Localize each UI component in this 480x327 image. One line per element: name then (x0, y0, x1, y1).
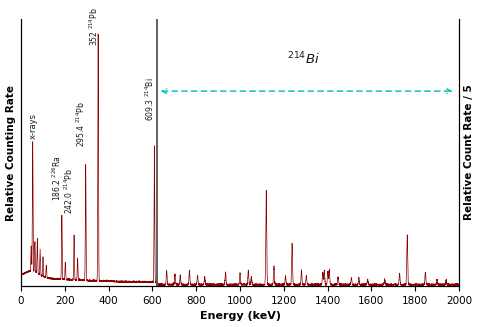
Text: 352 $^{214}$Pb: 352 $^{214}$Pb (87, 7, 100, 46)
Y-axis label: Relative Count Rate / 5: Relative Count Rate / 5 (465, 85, 474, 220)
Text: x-rays: x-rays (29, 113, 38, 139)
Y-axis label: Relative Counting Rate: Relative Counting Rate (6, 85, 15, 221)
Text: $^{214}$Bi: $^{214}$Bi (287, 50, 320, 67)
Text: 295.4 $^{214}$Pb: 295.4 $^{214}$Pb (75, 101, 87, 147)
Text: 186.2 $^{226}$Ra: 186.2 $^{226}$Ra (51, 155, 63, 201)
X-axis label: Energy (keV): Energy (keV) (200, 311, 280, 321)
Text: 242.0 $^{214}$Pb: 242.0 $^{214}$Pb (63, 168, 75, 214)
Text: 609.3 $^{214}$Bi: 609.3 $^{214}$Bi (144, 77, 156, 121)
